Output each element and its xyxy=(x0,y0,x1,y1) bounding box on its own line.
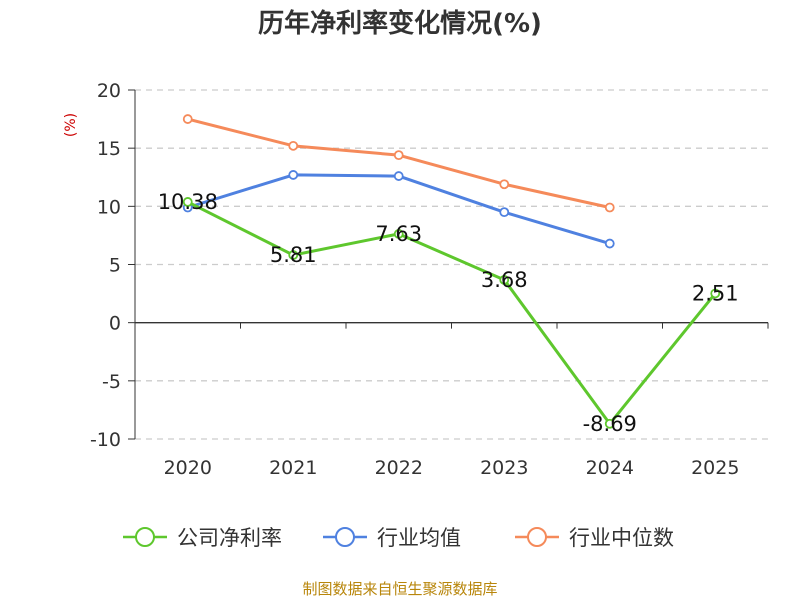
x-tick-label: 2025 xyxy=(691,457,739,479)
data-label: -8.69 xyxy=(583,412,637,436)
y-tick-label: 0 xyxy=(109,313,121,335)
x-tick-label: 2020 xyxy=(164,457,212,479)
series-point-2 xyxy=(499,207,510,218)
series-point-3 xyxy=(393,150,404,161)
data-label: 10.38 xyxy=(158,190,218,214)
series-point-1 xyxy=(499,274,510,285)
x-tick-label: 2022 xyxy=(375,457,423,479)
legend-label: 行业均值 xyxy=(377,526,461,550)
data-label: 3.68 xyxy=(481,268,528,292)
series-point-2 xyxy=(604,238,615,249)
x-tick-label: 2023 xyxy=(480,457,528,479)
series-point-3 xyxy=(288,140,299,151)
legend-marker xyxy=(527,527,547,547)
series-line-3 xyxy=(187,117,611,209)
data-labels: 10.38 5.81 7.63 3.68 -8.69 2.51 xyxy=(158,190,739,436)
series-point-1 xyxy=(288,250,299,260)
legend-label: 行业中位数 xyxy=(569,526,674,550)
y-tick-label: 5 xyxy=(109,255,121,277)
data-label: 7.63 xyxy=(375,222,422,246)
series-group xyxy=(182,114,721,429)
y-axis-unit: (%) xyxy=(63,113,79,137)
series-point-1 xyxy=(182,197,193,207)
legend-label: 公司净利率 xyxy=(177,526,282,550)
series-point-3 xyxy=(499,179,510,190)
series-point-3 xyxy=(604,202,615,213)
y-tick-label: 15 xyxy=(97,138,121,160)
grid-lines xyxy=(135,89,768,440)
series-point-2 xyxy=(393,171,404,181)
source-note: 制图数据来自恒生聚源数据库 xyxy=(302,580,497,598)
series-point-1 xyxy=(710,288,721,299)
y-tick-label: -10 xyxy=(90,429,121,451)
y-tick-label: -5 xyxy=(102,371,121,393)
series-point-3 xyxy=(182,114,193,124)
series-point-2 xyxy=(288,170,299,180)
series-point-1 xyxy=(604,418,615,429)
legend: 公司净利率 行业均值 行业中位数 xyxy=(123,526,674,550)
axes: 20 15 10 5 0 -5 -10 2020 2021 2022 2023 2024 2025 xyxy=(90,80,769,479)
legend-marker xyxy=(135,527,155,547)
data-label: 2.51 xyxy=(692,281,739,305)
legend-marker xyxy=(335,527,355,547)
chart-title: 历年净利率变化情况(%) xyxy=(258,8,542,39)
x-tick-label: 2024 xyxy=(586,457,634,479)
y-tick-label: 10 xyxy=(97,196,121,218)
series-point-1 xyxy=(393,229,404,239)
data-label: 5.81 xyxy=(270,243,317,267)
y-tick-label: 20 xyxy=(97,80,121,102)
x-tick-label: 2021 xyxy=(269,457,317,479)
series-line-1 xyxy=(187,200,717,426)
